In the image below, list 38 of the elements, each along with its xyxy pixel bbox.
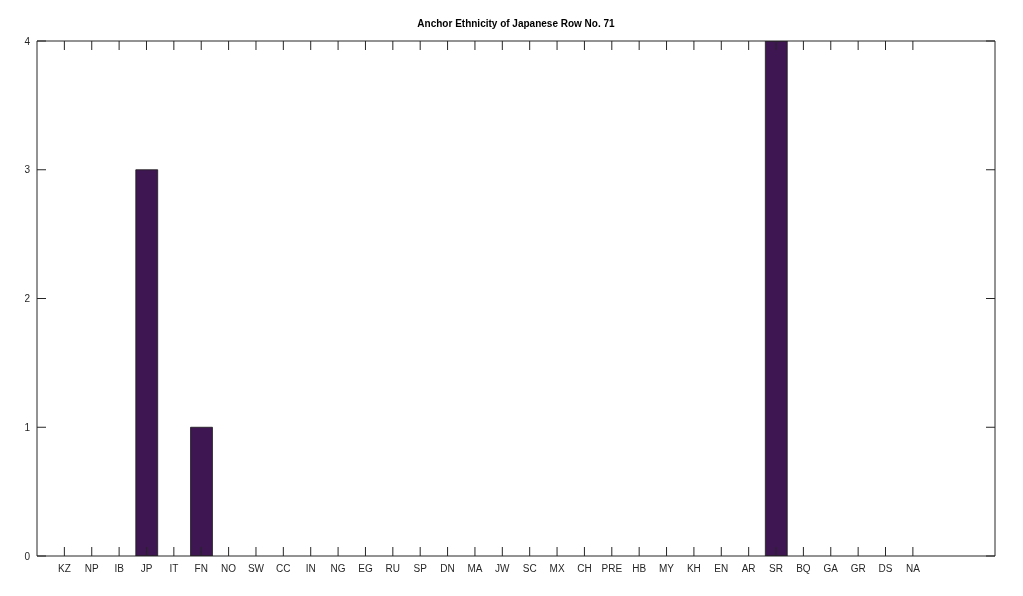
x-tick-label: NO xyxy=(221,563,237,574)
x-tick-label: BQ xyxy=(796,563,811,574)
x-tick-label: GA xyxy=(823,563,839,574)
x-tick-label: NA xyxy=(905,563,921,574)
x-tick-label: IN xyxy=(305,563,316,574)
x-tick-label: SR xyxy=(769,563,783,574)
x-tick-label: JW xyxy=(495,563,511,574)
x-tick-label: DN xyxy=(440,563,455,574)
x-tick-label: CC xyxy=(276,563,291,574)
y-tick-label: 2 xyxy=(24,293,31,304)
x-tick-label: GR xyxy=(850,563,866,574)
x-tick-label: DS xyxy=(878,563,893,574)
x-tick-label: IT xyxy=(169,563,179,574)
x-tick-label: SP xyxy=(413,563,428,574)
x-tick-label: EN xyxy=(714,563,729,574)
x-tick-label: NP xyxy=(84,563,100,574)
x-tick-label: JP xyxy=(140,563,153,574)
x-tick-label: KH xyxy=(686,563,701,574)
x-tick-label: NG xyxy=(330,563,346,574)
x-tick-label: SW xyxy=(247,563,265,574)
x-tick-label: MY xyxy=(659,563,675,574)
x-tick-label: CH xyxy=(577,563,592,574)
y-tick-label: 0 xyxy=(24,550,31,562)
y-tick-label: 4 xyxy=(24,35,31,47)
x-tick-label: HB xyxy=(632,563,647,574)
y-tick-label: 3 xyxy=(24,164,31,176)
x-tick-label: RU xyxy=(385,563,401,574)
x-tick-label: SC xyxy=(522,563,537,574)
x-tick-label: IB xyxy=(114,563,125,574)
x-tick-label: FN xyxy=(194,563,208,574)
chart-title: Anchor Ethnicity of Japanese Row No. 71 xyxy=(416,18,616,30)
x-tick-label: EG xyxy=(358,563,373,574)
x-tick-label: MA xyxy=(467,563,483,574)
x-tick-label: PRE xyxy=(601,563,623,574)
x-tick-label: MX xyxy=(549,563,565,574)
y-tick-label: 1 xyxy=(24,421,31,433)
x-tick-label: AR xyxy=(741,563,756,574)
x-tick-label: KZ xyxy=(57,563,71,574)
